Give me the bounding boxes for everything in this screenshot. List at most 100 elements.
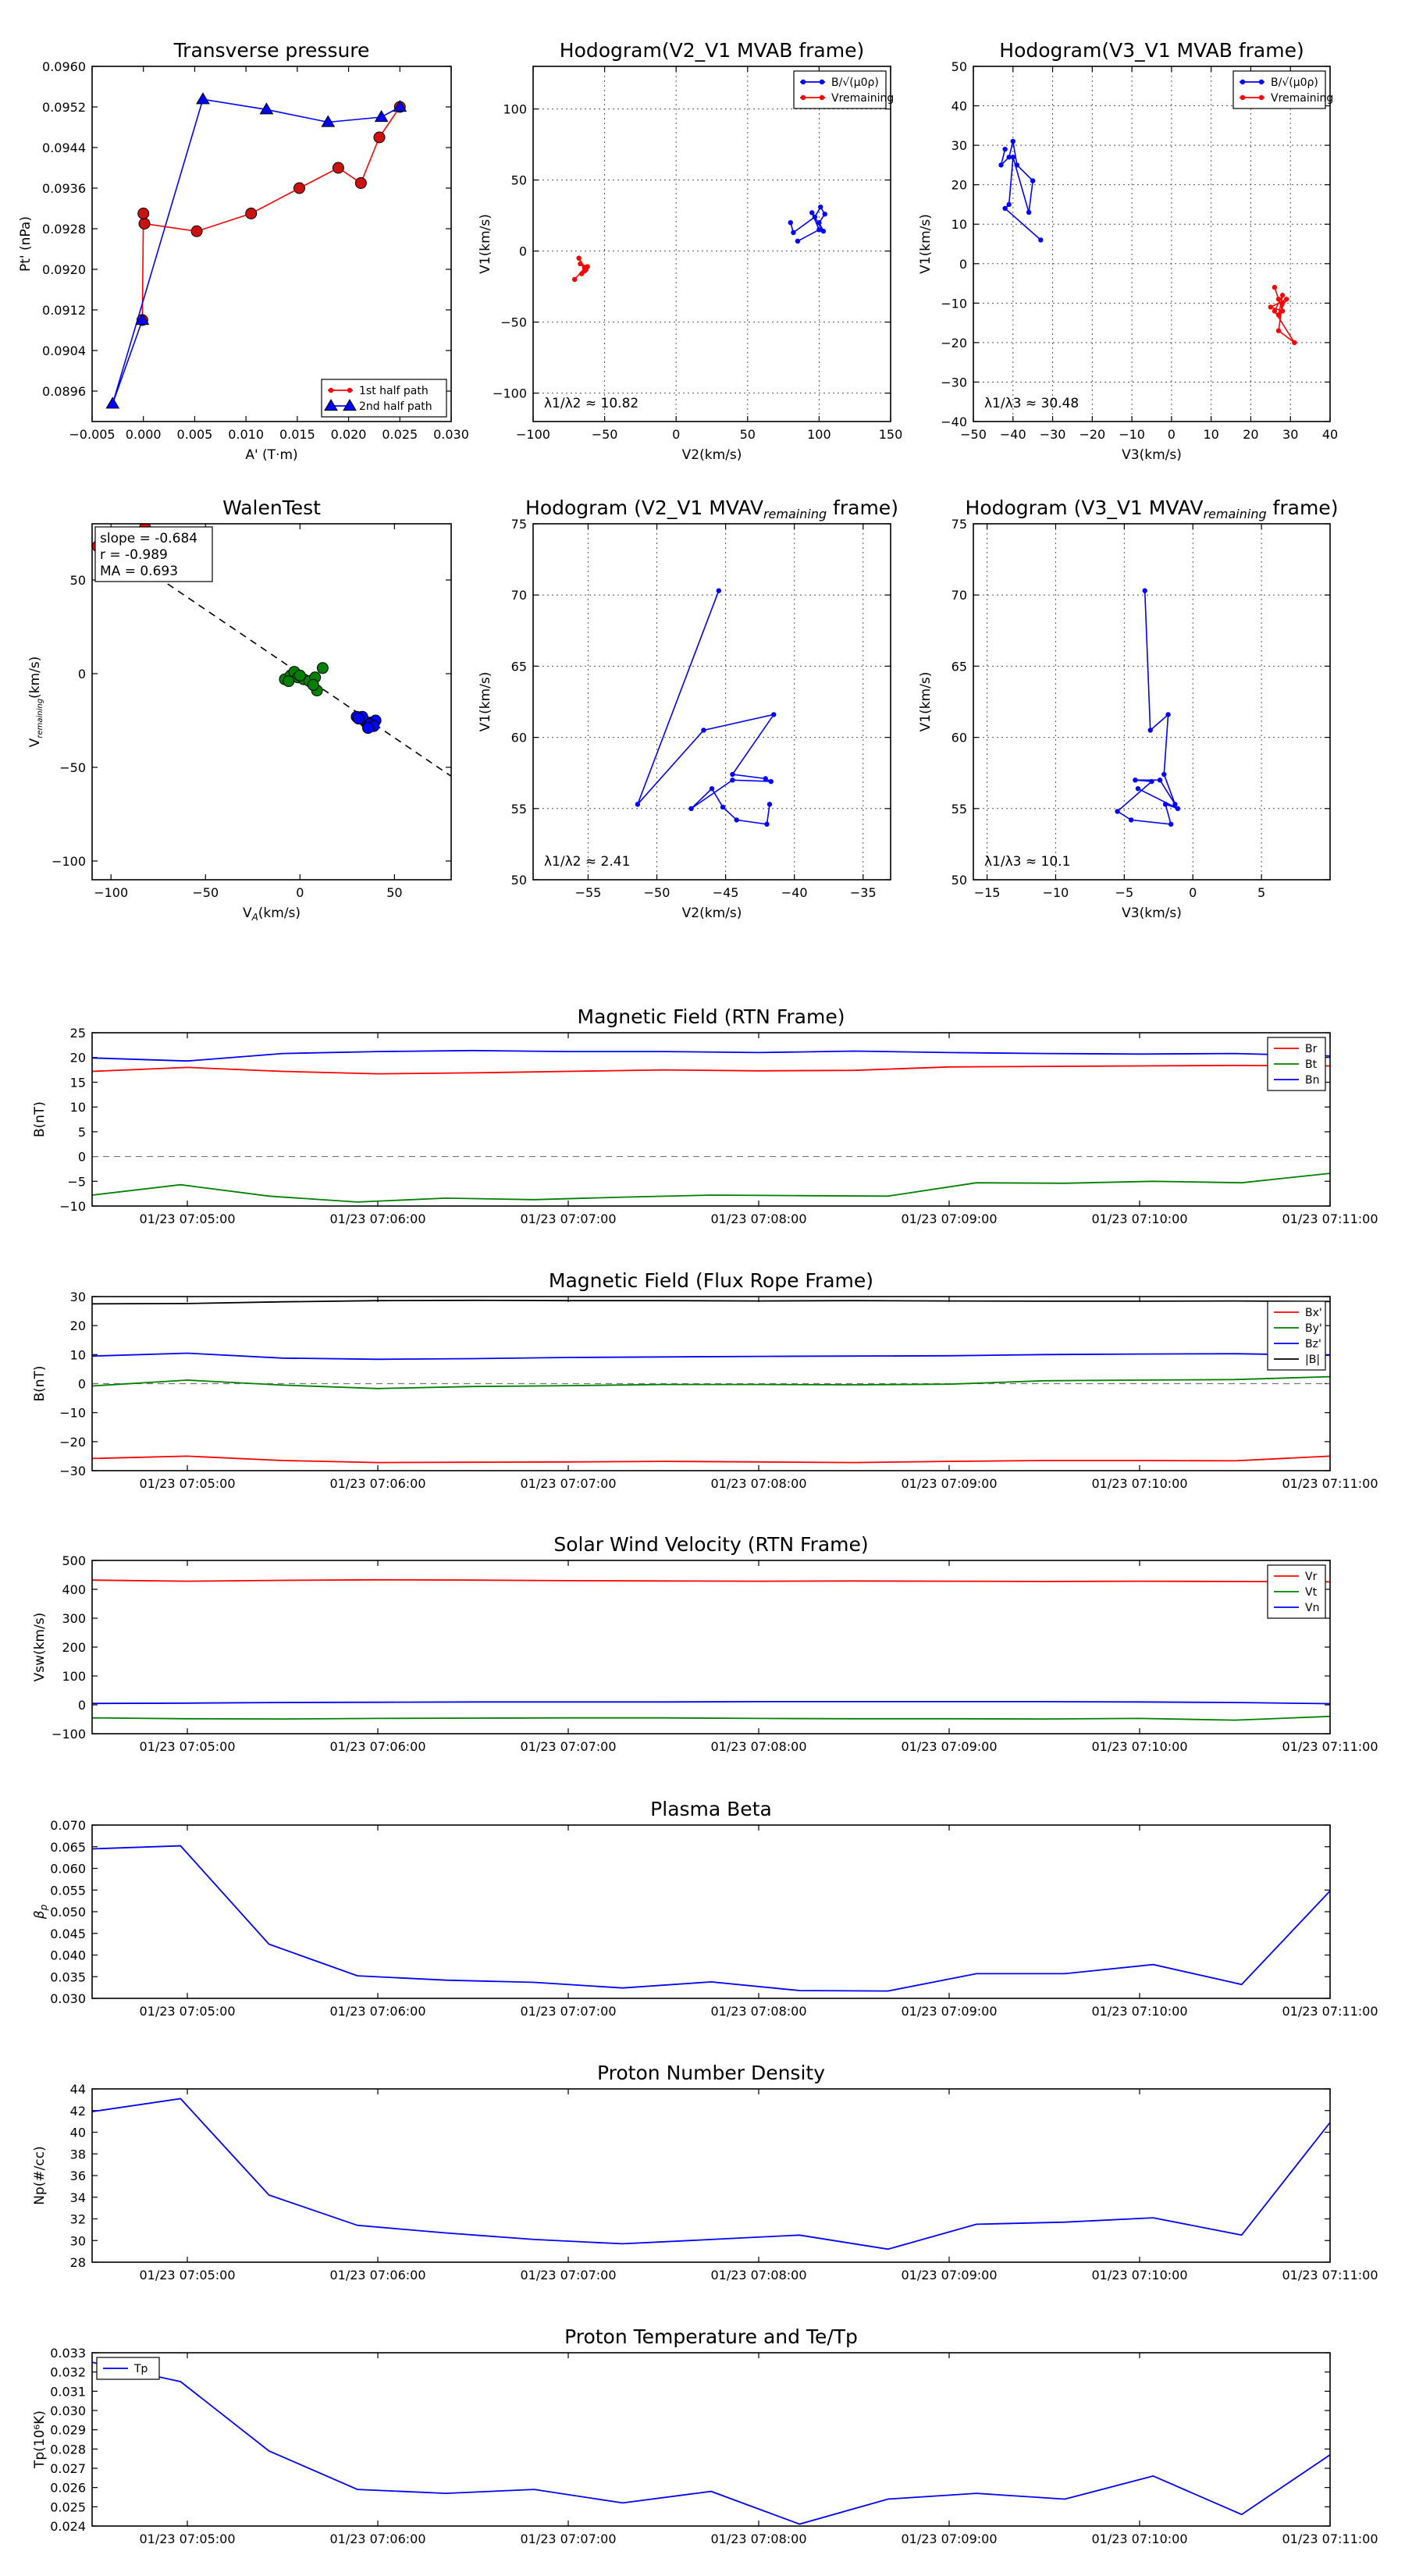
y-tick-label: 0.0944 (42, 141, 86, 155)
legend-entry: B/√(μ0ρ) (800, 76, 879, 89)
x-tick-label: 01/23 07:11:00 (1282, 1739, 1378, 1754)
data-point (196, 92, 210, 105)
x-tick-label: −20 (1079, 427, 1105, 442)
stats-line: MA = 0.693 (100, 564, 178, 579)
x-tick-label: 0.030 (433, 427, 469, 442)
title-text: frame) (827, 496, 898, 519)
series-line-Bz' (91, 1352, 1331, 1361)
chart-title: Solar Wind Velocity (RTN Frame) (553, 1533, 868, 1556)
y-tick-label: 65 (951, 659, 967, 674)
data-point (571, 276, 578, 283)
data-point (764, 821, 770, 827)
y-tick-label: 0 (78, 667, 86, 681)
x-tick-label: 0.025 (382, 427, 418, 442)
data-point (245, 208, 258, 219)
y-tick-label: 0 (78, 1150, 86, 1165)
x-tick-label: 01/23 07:05:00 (139, 2004, 235, 2019)
data-layer (998, 138, 1297, 346)
data-point (293, 669, 306, 681)
legend-entry: Vremaining (1240, 92, 1333, 105)
series-line (790, 205, 826, 242)
x-tick-label: 40 (1322, 427, 1338, 442)
axes-frame (91, 2352, 1331, 2527)
x-tick-label: −100 (94, 885, 128, 900)
data-point (809, 210, 815, 215)
y-tick-label: 0.060 (50, 1862, 86, 1877)
y-tick-label: 32 (70, 2212, 86, 2227)
x-tick-label: −5 (1115, 885, 1134, 900)
x-tick-label: 01/23 07:10:00 (1091, 2004, 1187, 2019)
data-point (1010, 155, 1016, 160)
x-tick-label: 01/23 07:10:00 (1091, 1476, 1187, 1491)
data-point (374, 110, 389, 123)
x-axis-label: V3(km/s) (1122, 447, 1182, 463)
legend: Bx' By' Bz' |B| (1267, 1300, 1326, 1371)
x-tick-label: 01/23 07:09:00 (901, 2532, 997, 2546)
series-line-beta (91, 1845, 1331, 1992)
y-tick-label: 20 (951, 178, 967, 193)
x-tick-label: 01/23 07:06:00 (329, 1212, 425, 1226)
legend-label: B/√(μ0ρ) (831, 76, 879, 89)
x-axis-label: V3(km/s) (1122, 906, 1182, 921)
y-axis-label: Vremaining(km/s) (27, 656, 44, 748)
data-point (283, 675, 295, 688)
legend: Br Bt Bn (1267, 1037, 1326, 1091)
y-tick-label: 10 (70, 1100, 86, 1115)
legend: 1st half path 2nd half path (321, 379, 447, 418)
data-point (1149, 778, 1154, 785)
y-tick-label: 25 (70, 1026, 86, 1041)
legend-label: Bx' (1305, 1307, 1322, 1319)
legend-label: Vr (1305, 1571, 1318, 1583)
y-tick-label: 40 (951, 99, 967, 114)
x-tick-label: 01/23 07:08:00 (710, 1739, 806, 1754)
y-tick-label: 20 (70, 1318, 86, 1333)
stats-box (94, 526, 213, 582)
data-point (688, 806, 694, 812)
x-axis-label: V2(km/s) (682, 447, 742, 463)
legend-label: Tp (133, 2363, 148, 2375)
data-point (1279, 308, 1286, 314)
y-tick-label: 50 (511, 873, 527, 888)
y-axis-label: V1(km/s) (918, 672, 934, 732)
data-point (1002, 205, 1008, 212)
y-tick-label: 65 (511, 659, 527, 674)
data-point (1172, 802, 1178, 807)
data-point (763, 776, 768, 781)
legend: B/√(μ0ρ) Vremaining (793, 70, 894, 109)
data-point (361, 722, 374, 735)
x-tick-label: 01/23 07:06:00 (329, 2532, 425, 2546)
data-point (1142, 588, 1147, 593)
data-point (1283, 297, 1289, 302)
data-point (998, 162, 1004, 168)
data-point (1128, 817, 1134, 823)
x-tick-label: 01/23 07:05:00 (139, 1739, 235, 1754)
x-tick-label: −15 (974, 885, 1001, 900)
series-line-Vt (91, 1715, 1331, 1721)
y-tick-label: 10 (70, 1347, 86, 1362)
y-tick-label: 0.0952 (42, 100, 86, 115)
series-line-Vr (91, 1578, 1331, 1583)
legend-label: Vt (1305, 1586, 1318, 1599)
y-tick-label: 70 (951, 588, 967, 603)
x-tick-label: 01/23 07:08:00 (710, 1476, 806, 1491)
data-point (1279, 301, 1286, 306)
data-point (800, 94, 806, 101)
data-point (1147, 728, 1153, 733)
data-point (1006, 155, 1012, 160)
y-tick-label: 0.065 (50, 1840, 86, 1855)
eigen-ratio-annotation: λ1/λ3 ≈ 30.48 (984, 396, 1079, 411)
chart-hodogram_v2_v1: Hodogram(V2_V1 MVAB frame) −100 −50 0 50 100 1… (478, 39, 902, 463)
x-tick-label: 01/23 07:07:00 (520, 2532, 616, 2546)
y-tick-label: −100 (52, 1727, 86, 1742)
x-tick-label: −50 (960, 427, 987, 442)
legend: Vr Vt Vn (1267, 1564, 1326, 1619)
y-tick-label: 0.035 (50, 1969, 86, 1984)
stats-line: slope = -0.684 (100, 531, 197, 546)
x-tick-label: 01/23 07:09:00 (901, 1212, 997, 1226)
axes-frame (91, 1560, 1331, 1735)
data-point (730, 777, 735, 783)
data-point (316, 662, 329, 674)
data-point (328, 387, 334, 393)
data-point (816, 227, 822, 233)
